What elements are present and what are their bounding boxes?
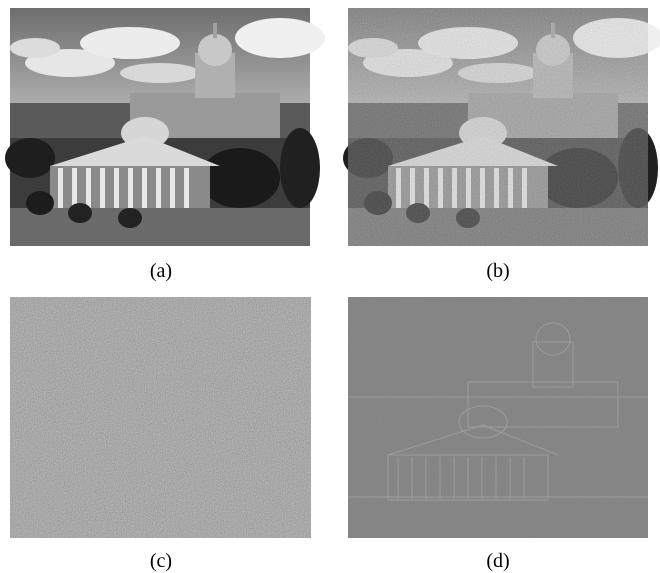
figure-canvas: (a) (b) (c) (d)	[0, 0, 660, 573]
image-b	[343, 8, 660, 246]
caption: (c)	[150, 550, 172, 572]
figure: (a) (b) (c) (d)	[0, 0, 660, 573]
caption: (b)	[486, 260, 509, 282]
image-d	[348, 297, 648, 538]
caption: (a)	[150, 260, 172, 282]
image-c	[10, 297, 311, 538]
image-a	[5, 8, 325, 246]
caption: (d)	[486, 550, 509, 572]
